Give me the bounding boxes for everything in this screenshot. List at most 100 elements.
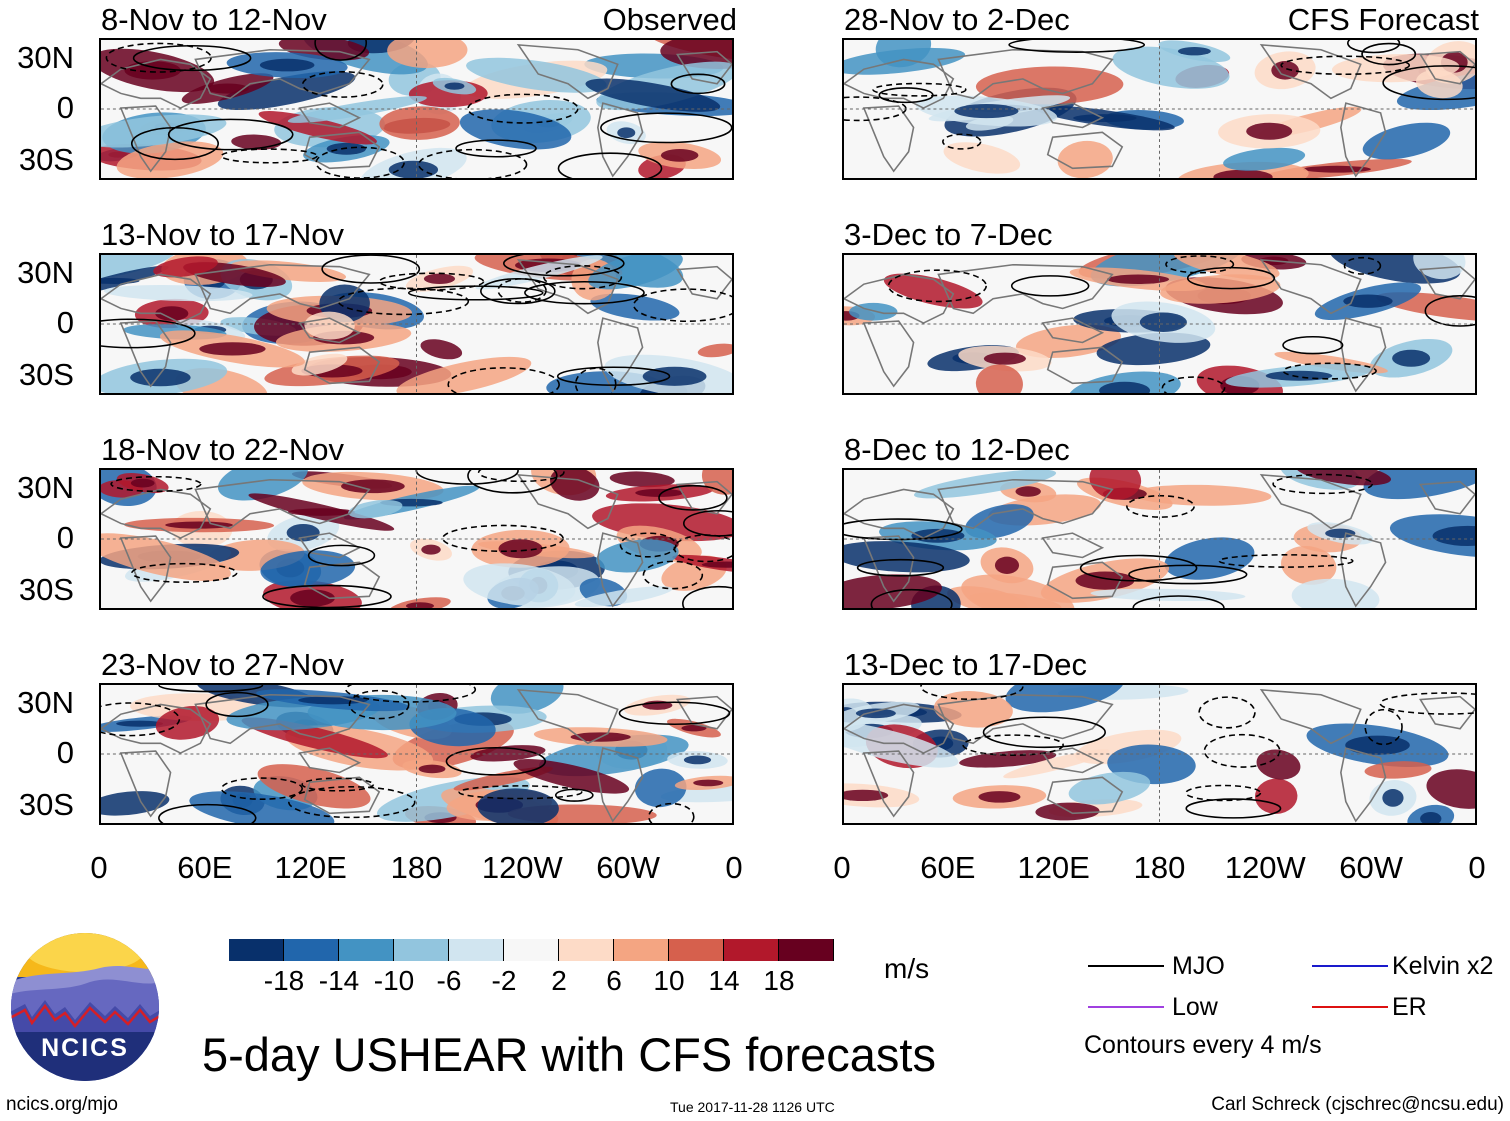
- mjo-contour: [441, 524, 564, 553]
- anomaly-shading: [260, 550, 356, 588]
- x-tick-label: 60W: [1339, 850, 1404, 885]
- anomaly-shading: [1376, 292, 1475, 322]
- y-tick-label: 30N: [17, 40, 74, 75]
- mjo-contour: [205, 691, 269, 718]
- anomaly-shading: [217, 71, 356, 111]
- mjo-contour: [942, 133, 982, 150]
- anomaly-shading: [943, 142, 1021, 174]
- mjo-contour: [1132, 595, 1225, 608]
- footer-url[interactable]: ncics.org/mjo: [6, 1094, 118, 1115]
- anomaly-shading: [1057, 140, 1113, 178]
- footer-timestamp: Tue 2017-11-28 1126 UTC: [670, 1099, 835, 1115]
- ncics-logo[interactable]: NCICS: [10, 932, 160, 1082]
- colorbar-swatch: [669, 939, 724, 961]
- anomaly-shading: [855, 708, 896, 719]
- mjo-contour: [418, 148, 528, 178]
- anomaly-shading: [975, 66, 1124, 105]
- mjo-contour: [872, 82, 967, 97]
- mjo-contour: [1382, 65, 1475, 101]
- anomaly-shading: [1256, 749, 1301, 780]
- continent-outline: [1046, 561, 1124, 600]
- mjo-contour: [1079, 554, 1198, 582]
- continent-outline: [1046, 131, 1124, 170]
- continent-outline: [844, 703, 955, 754]
- continent-outline: [1340, 747, 1387, 823]
- anomaly-shading: [304, 311, 355, 340]
- anomaly-shading: [1291, 578, 1380, 608]
- continent-outline: [516, 473, 619, 530]
- anomaly-shading: [1432, 525, 1475, 546]
- anomaly-shading: [470, 745, 546, 762]
- anomaly-shading: [697, 343, 732, 358]
- footer-author: Carl Schreck (cjschrec@ncsu.edu): [1211, 1094, 1504, 1115]
- mjo-contour: [619, 532, 677, 558]
- continent-outline: [676, 480, 732, 515]
- colorbar-tick-label: 10: [653, 965, 685, 996]
- continent-outline: [101, 58, 212, 109]
- contour-interval-note: Contours every 4 m/s: [1084, 1031, 1322, 1059]
- mjo-contour: [557, 152, 663, 178]
- anomaly-shading: [1345, 735, 1410, 755]
- colorbar-swatch: [229, 939, 284, 961]
- anomaly-map: [101, 255, 732, 393]
- anomaly-shading: [498, 539, 543, 559]
- mjo-contour: [524, 280, 645, 305]
- anomaly-shading: [1392, 349, 1431, 367]
- map-panel: [99, 683, 734, 825]
- mjo-contour: [345, 685, 477, 703]
- anomaly-shading: [1073, 114, 1137, 123]
- anomaly-shading: [101, 791, 170, 816]
- continent-outline: [119, 535, 172, 603]
- mjo-legend-label: MJO: [1172, 952, 1225, 980]
- continent-outline: [303, 346, 381, 385]
- anomaly-shading: [130, 368, 191, 387]
- mjo-contour: [314, 40, 368, 61]
- colorbar-swatch: [339, 939, 394, 961]
- anomaly-shading: [693, 779, 724, 787]
- anomaly-shading: [1089, 470, 1142, 500]
- panel-title: 13-Nov to 17-Nov: [101, 217, 344, 252]
- mjo-contour: [101, 702, 181, 737]
- anomaly-shading: [1015, 324, 1122, 359]
- anomaly-shading: [258, 111, 377, 145]
- mjo-contour: [477, 470, 565, 483]
- continent-outline: [1041, 102, 1105, 129]
- anomaly-shading: [155, 706, 220, 740]
- continent-outline: [676, 695, 732, 730]
- colorbar-swatch: [449, 939, 504, 961]
- colorbar-swatch: [394, 939, 449, 961]
- x-tick-label: 60E: [177, 850, 233, 885]
- continent-outline: [194, 48, 371, 100]
- anomaly-shading: [463, 563, 576, 607]
- mjo-contour: [132, 44, 252, 72]
- anomaly-shading: [954, 103, 1019, 119]
- panel-title: 8-Dec to 12-Dec: [844, 432, 1070, 467]
- colorbar-tick-label: -2: [491, 965, 517, 996]
- continent-outline: [303, 131, 381, 170]
- x-tick-label: 0: [1468, 850, 1486, 885]
- continent-outline: [597, 317, 644, 393]
- anomaly-shading: [287, 508, 356, 516]
- mjo-contour: [337, 287, 470, 316]
- map-panel: [99, 468, 734, 610]
- anomaly-shading: [423, 273, 456, 284]
- anomaly-map: [844, 685, 1475, 823]
- anomaly-shading: [617, 127, 636, 139]
- anomaly-shading: [259, 58, 315, 72]
- anomaly-shading: [1223, 147, 1306, 171]
- anomaly-shading: [1068, 771, 1151, 805]
- colorbar-swatch: [559, 939, 614, 961]
- continent-outline: [516, 688, 619, 745]
- er-legend-line: [1312, 1006, 1388, 1008]
- mjo-contour: [543, 265, 623, 290]
- x-tick-label: 60W: [596, 850, 661, 885]
- mjo-contour: [670, 73, 726, 95]
- anomaly-shading: [116, 720, 164, 727]
- anomaly-map: [844, 255, 1475, 393]
- continent-outline: [119, 105, 172, 173]
- mjo-contour: [1364, 708, 1403, 746]
- map-panel: [99, 38, 734, 180]
- colorbar-tick-label: 14: [708, 965, 740, 996]
- anomaly-shading: [1271, 60, 1299, 80]
- anomaly-shading: [396, 356, 532, 393]
